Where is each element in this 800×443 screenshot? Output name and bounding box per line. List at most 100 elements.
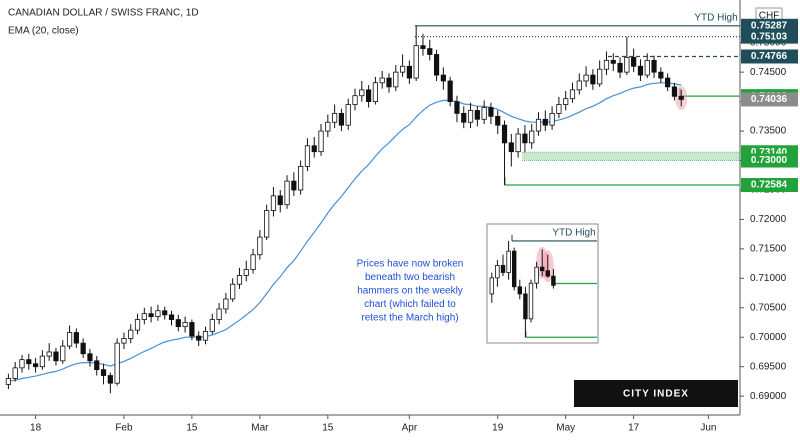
candle-body: [495, 115, 501, 126]
candle-body: [264, 210, 270, 238]
candle-body: [73, 332, 79, 344]
candle-body: [461, 112, 467, 123]
annotation: Prices have now broken: [357, 259, 464, 270]
candle-body: [325, 121, 331, 132]
candle-body: [141, 313, 147, 320]
candle-body: [495, 265, 500, 279]
candle-body: [318, 130, 324, 153]
candle-body: [529, 130, 535, 144]
candle-body: [501, 124, 508, 144]
level-label: 0.73140: [751, 147, 788, 158]
watermark: CITY INDEX: [623, 389, 689, 400]
candle-body: [523, 293, 528, 320]
candle-body: [534, 266, 539, 284]
candle-body: [590, 74, 596, 85]
candle-body: [474, 110, 480, 120]
candle-body: [542, 118, 548, 126]
candle-body: [447, 80, 453, 103]
level-label: 0.75103: [751, 31, 788, 42]
level-label-box: [741, 178, 798, 193]
candle-body: [80, 342, 86, 355]
annotation: chart (which failed to: [364, 299, 456, 310]
candle-body: [26, 359, 32, 365]
candle-body: [500, 265, 506, 273]
candle-body: [352, 95, 358, 105]
candle-body: [583, 74, 589, 82]
x-tick-label: Apr: [402, 423, 418, 434]
candle-body: [168, 314, 175, 320]
candle-body: [53, 351, 59, 362]
candle-body: [610, 59, 616, 64]
candle-body: [597, 68, 603, 85]
candle-body: [94, 360, 100, 371]
level-label: 0.75287: [751, 20, 788, 31]
x-tick-label: May: [556, 423, 575, 434]
candle-body: [148, 313, 154, 318]
chart-title: CANADIAN DOLLAR / SWISS FRANC, 1D: [8, 8, 199, 19]
candle-body: [60, 345, 66, 362]
candle-body: [508, 142, 514, 153]
level-label-box: [741, 49, 798, 64]
x-tick-label: Mar: [251, 423, 269, 434]
candle-body: [291, 180, 297, 191]
level-label: 0.72584: [751, 180, 788, 191]
candle-body: [332, 112, 338, 123]
support-zone: [522, 152, 740, 161]
candle-body: [512, 250, 517, 288]
candle-body: [481, 107, 487, 120]
candle-body: [406, 65, 412, 79]
candle-body: [678, 95, 684, 100]
candle-body: [121, 338, 127, 344]
candle-body: [196, 335, 202, 341]
candle-body: [440, 74, 446, 82]
candle-body: [345, 104, 351, 126]
level-label-box: [741, 92, 798, 107]
level-label-box: [741, 18, 798, 33]
candle-body: [257, 236, 263, 256]
candle-body: [100, 369, 107, 376]
candle-body: [66, 332, 73, 347]
inset-note: YTD High: [552, 228, 595, 239]
candle-body: [569, 89, 576, 100]
candle-body: [515, 133, 521, 153]
watermark-box: [574, 380, 738, 407]
candle-body: [671, 86, 678, 97]
candle-body: [114, 342, 120, 384]
x-tick-label: Jun: [700, 423, 716, 434]
y-tick-label: 0.69000: [750, 391, 787, 402]
candle-body: [665, 77, 671, 88]
candle-body: [304, 145, 311, 167]
y-tick-label: 0.73500: [750, 126, 787, 137]
candle-body: [545, 270, 550, 277]
candle-body: [284, 180, 290, 206]
level-label: 0.73000: [751, 155, 788, 166]
candle-body: [12, 367, 18, 379]
candle-body: [556, 104, 562, 114]
x-tick-label: 15: [322, 423, 334, 434]
candle-body: [489, 277, 494, 295]
candle-body: [603, 59, 610, 70]
candle-body: [162, 310, 168, 316]
candle-body: [107, 375, 113, 384]
candle-body: [535, 118, 542, 132]
candle-body: [298, 166, 304, 191]
candle-body: [551, 275, 556, 286]
level-label: 0.74036: [751, 94, 788, 105]
candle-body: [46, 351, 52, 357]
candle-body: [277, 195, 283, 206]
candle-body: [399, 65, 406, 73]
candle-body: [134, 319, 141, 331]
candle-body: [223, 298, 229, 310]
candle-body: [488, 107, 494, 117]
candle-body: [528, 282, 534, 320]
candle-body: [270, 195, 277, 211]
x-tick-label: 18: [30, 423, 42, 434]
candle-body: [617, 62, 623, 73]
level-label-box: [741, 153, 798, 168]
candle-body: [506, 250, 511, 273]
candle-body: [372, 82, 378, 103]
y-tick-label: 0.71000: [750, 273, 787, 284]
candle-body: [467, 110, 474, 123]
candle-body: [420, 45, 426, 49]
